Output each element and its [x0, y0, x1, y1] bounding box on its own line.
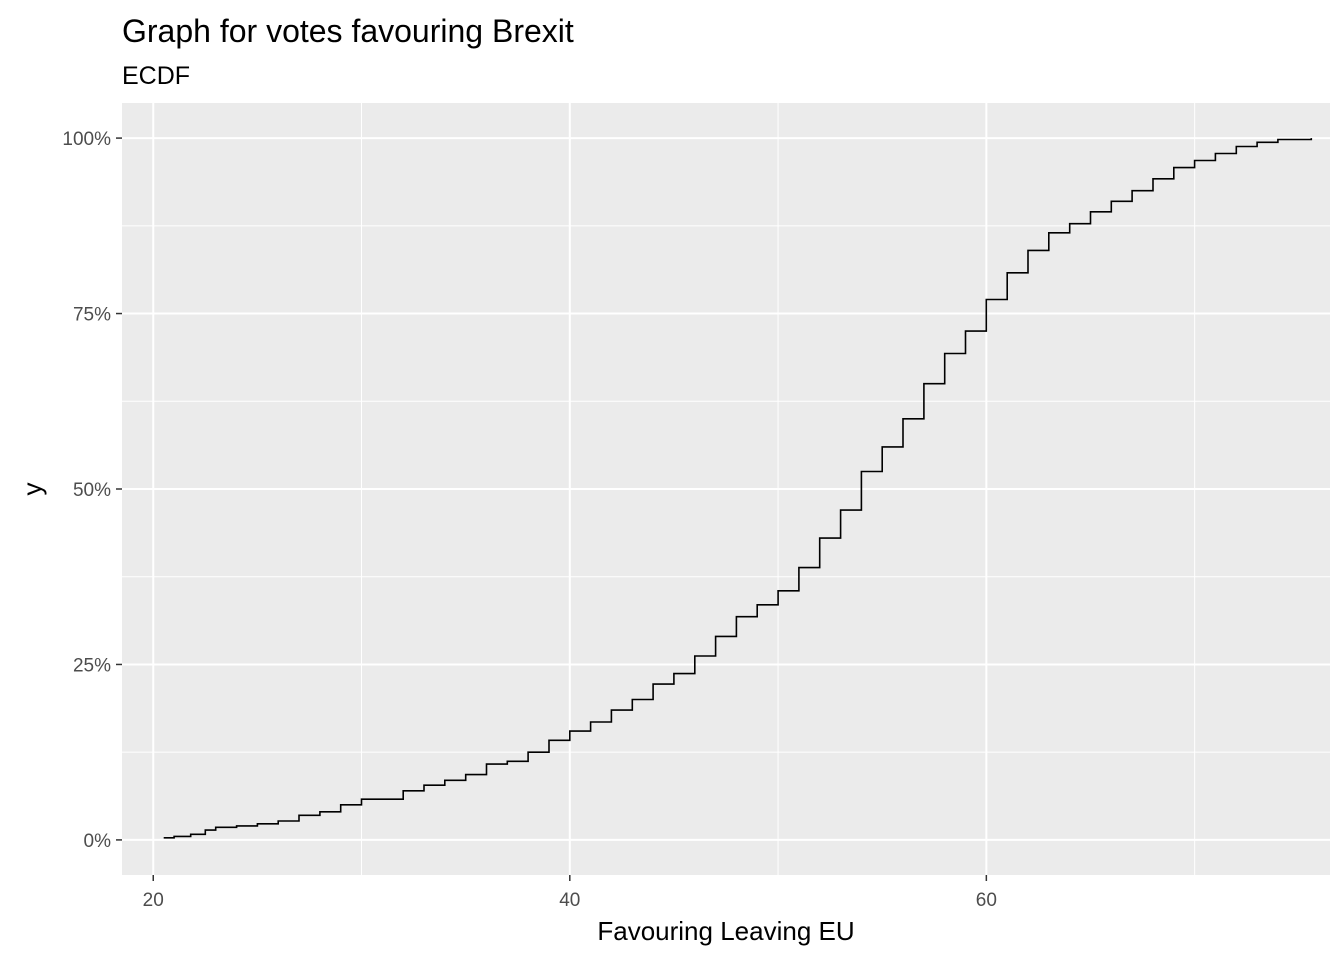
- y-tick-label: 0%: [84, 831, 112, 852]
- chart-title: Graph for votes favouring Brexit: [122, 13, 574, 49]
- x-axis-ticks: 20 40 60: [143, 875, 997, 911]
- x-tick-label: 40: [559, 890, 580, 911]
- x-axis-title: Favouring Leaving EU: [597, 916, 854, 946]
- y-axis-title: y: [17, 483, 47, 496]
- major-gridlines: [122, 103, 1330, 875]
- y-tick-label: 75%: [73, 305, 111, 326]
- y-tick-label: 25%: [73, 655, 111, 676]
- x-tick-label: 20: [143, 890, 164, 911]
- y-tick-label: 100%: [62, 129, 111, 150]
- chart-subtitle: ECDF: [122, 62, 190, 90]
- x-tick-label: 60: [976, 890, 997, 911]
- ecdf-series-line: [163, 138, 1313, 839]
- series-layer: [163, 138, 1313, 839]
- y-axis-ticks: 0% 25% 50% 75% 100%: [62, 129, 122, 852]
- y-tick-label: 50%: [73, 480, 111, 501]
